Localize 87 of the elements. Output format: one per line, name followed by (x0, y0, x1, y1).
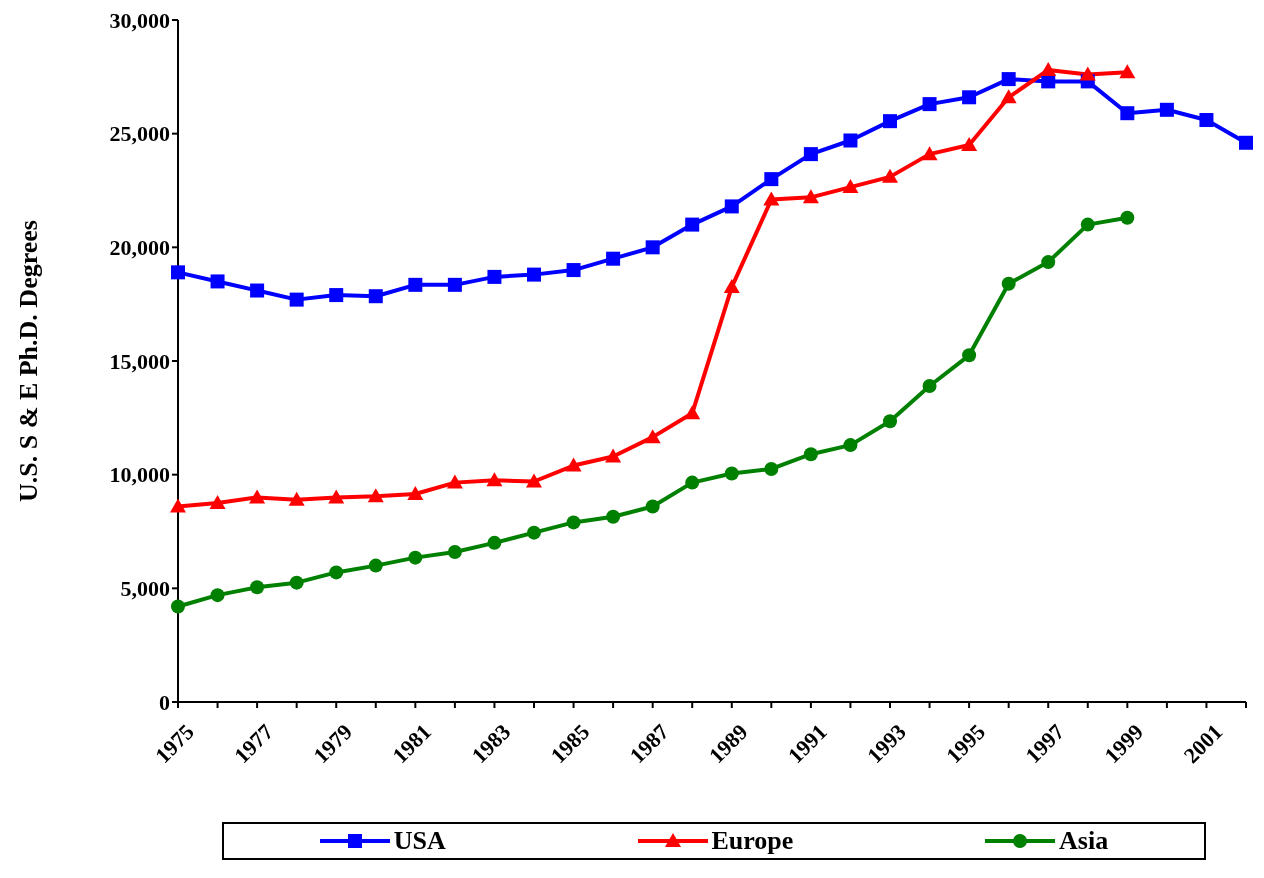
point (288, 491, 305, 506)
point (1040, 62, 1057, 77)
point (487, 535, 502, 550)
point (171, 599, 185, 614)
point (724, 199, 739, 214)
point (527, 267, 541, 282)
point (329, 565, 344, 580)
point (644, 429, 661, 444)
point (408, 550, 423, 565)
point (843, 133, 858, 148)
point (842, 179, 859, 194)
point (1041, 255, 1056, 270)
point (763, 191, 780, 206)
point (1199, 113, 1214, 128)
point (250, 283, 265, 298)
point (1000, 89, 1017, 104)
point (408, 277, 423, 292)
y-axis-title: U.S. S & E Ph.D. Degrees (14, 220, 44, 502)
point (367, 488, 384, 503)
point (447, 544, 462, 559)
point (210, 588, 225, 603)
point (802, 189, 819, 204)
point (1159, 102, 1174, 117)
y-tick-label: 25,000 (109, 121, 170, 147)
y-tick-label: 15,000 (109, 348, 170, 374)
point (407, 485, 424, 500)
point (921, 146, 938, 161)
point (723, 279, 740, 294)
point (764, 461, 779, 476)
point (684, 405, 701, 420)
point (883, 414, 897, 429)
point (1120, 210, 1135, 225)
point (922, 379, 937, 394)
point (527, 525, 541, 540)
point (368, 289, 383, 304)
point (565, 457, 582, 472)
point (803, 447, 818, 462)
point (803, 147, 818, 162)
point (486, 472, 503, 487)
point (962, 90, 977, 105)
point (250, 580, 265, 595)
point (210, 274, 225, 289)
point (883, 114, 897, 129)
point (289, 575, 304, 590)
point (1079, 66, 1096, 81)
point (645, 499, 660, 514)
point (685, 475, 700, 490)
point (329, 288, 344, 303)
point (724, 466, 739, 481)
point (962, 348, 977, 363)
point (1001, 276, 1016, 291)
point (566, 263, 581, 278)
y-tick-label: 5,000 (120, 576, 170, 602)
point (605, 448, 622, 463)
point (1001, 72, 1016, 87)
point (328, 489, 345, 504)
point (1119, 64, 1136, 79)
legend-label: USA (393, 826, 446, 856)
point (368, 558, 383, 573)
point (961, 137, 978, 152)
point (882, 168, 898, 183)
legend-label: Europe (711, 826, 794, 856)
legend-label: Asia (1059, 826, 1109, 856)
point (209, 495, 226, 510)
point (1080, 217, 1095, 232)
point (764, 172, 779, 187)
point (487, 269, 502, 284)
point (1120, 106, 1135, 121)
point (843, 438, 858, 453)
point (171, 265, 185, 280)
point (566, 515, 581, 530)
point (289, 292, 304, 307)
y-tick-label: 20,000 (109, 235, 170, 261)
point (606, 509, 621, 524)
point (922, 97, 937, 112)
point (526, 473, 542, 488)
point (447, 277, 462, 292)
point (606, 251, 621, 266)
point (1239, 135, 1253, 150)
point (446, 474, 463, 489)
y-tick-label: 0 (159, 689, 170, 715)
point (645, 240, 660, 255)
point (170, 498, 186, 513)
y-tick-label: 10,000 (109, 462, 170, 488)
y-tick-label: 30,000 (109, 7, 170, 33)
point (249, 489, 266, 504)
point (685, 217, 700, 232)
